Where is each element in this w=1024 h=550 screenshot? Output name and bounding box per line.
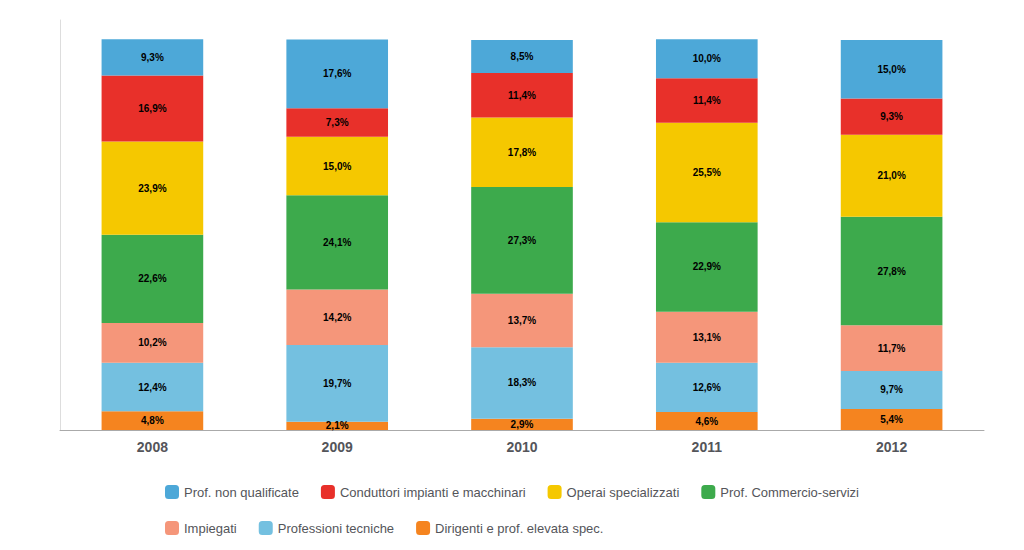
svg-text:21,0%: 21,0% — [877, 170, 905, 181]
svg-text:11,4%: 11,4% — [508, 90, 536, 101]
svg-text:8,5%: 8,5% — [511, 51, 534, 62]
svg-text:10,0%: 10,0% — [693, 53, 721, 64]
svg-text:2,9%: 2,9% — [511, 419, 534, 430]
svg-text:Prof. non qualificate: Prof. non qualificate — [184, 485, 299, 500]
svg-text:Impiegati: Impiegati — [184, 521, 237, 536]
svg-text:17,8%: 17,8% — [508, 147, 536, 158]
svg-text:Prof. Commercio-servizi: Prof. Commercio-servizi — [720, 485, 859, 500]
svg-text:9,3%: 9,3% — [141, 52, 164, 63]
svg-text:2,1%: 2,1% — [326, 420, 349, 431]
svg-text:22,6%: 22,6% — [138, 273, 166, 284]
svg-text:17,6%: 17,6% — [323, 68, 351, 79]
svg-text:5,4%: 5,4% — [880, 414, 903, 425]
svg-text:2012: 2012 — [876, 439, 907, 455]
svg-text:12,6%: 12,6% — [693, 382, 721, 393]
svg-text:24,1%: 24,1% — [323, 237, 351, 248]
svg-text:Dirigenti e prof. elevata spec: Dirigenti e prof. elevata spec. — [435, 521, 603, 536]
svg-text:27,8%: 27,8% — [877, 266, 905, 277]
svg-text:9,7%: 9,7% — [880, 384, 903, 395]
svg-text:4,6%: 4,6% — [695, 416, 718, 427]
svg-text:19,7%: 19,7% — [323, 378, 351, 389]
svg-text:Operai specializzati: Operai specializzati — [567, 485, 680, 500]
svg-text:11,4%: 11,4% — [693, 95, 721, 106]
svg-text:Conduttori impianti e macchina: Conduttori impianti e macchinari — [340, 485, 526, 500]
svg-text:15,0%: 15,0% — [323, 161, 351, 172]
svg-text:Professioni tecniche: Professioni tecniche — [278, 521, 394, 536]
svg-text:2009: 2009 — [322, 439, 353, 455]
svg-text:4,8%: 4,8% — [141, 415, 164, 426]
svg-text:14,2%: 14,2% — [323, 312, 351, 323]
svg-text:10,2%: 10,2% — [138, 337, 166, 348]
svg-text:23,9%: 23,9% — [138, 183, 166, 194]
svg-text:27,3%: 27,3% — [508, 235, 536, 246]
svg-text:15,0%: 15,0% — [877, 64, 905, 75]
svg-text:13,1%: 13,1% — [693, 332, 721, 343]
svg-text:9,3%: 9,3% — [880, 111, 903, 122]
svg-text:13,7%: 13,7% — [508, 315, 536, 326]
svg-text:7,3%: 7,3% — [326, 117, 349, 128]
svg-text:18,3%: 18,3% — [508, 377, 536, 388]
svg-text:25,5%: 25,5% — [693, 167, 721, 178]
svg-text:2010: 2010 — [506, 439, 537, 455]
svg-text:16,9%: 16,9% — [138, 103, 166, 114]
svg-text:2008: 2008 — [137, 439, 168, 455]
svg-text:12,4%: 12,4% — [138, 382, 166, 393]
svg-text:22,9%: 22,9% — [693, 261, 721, 272]
svg-text:11,7%: 11,7% — [878, 343, 906, 354]
svg-text:2011: 2011 — [692, 439, 723, 455]
